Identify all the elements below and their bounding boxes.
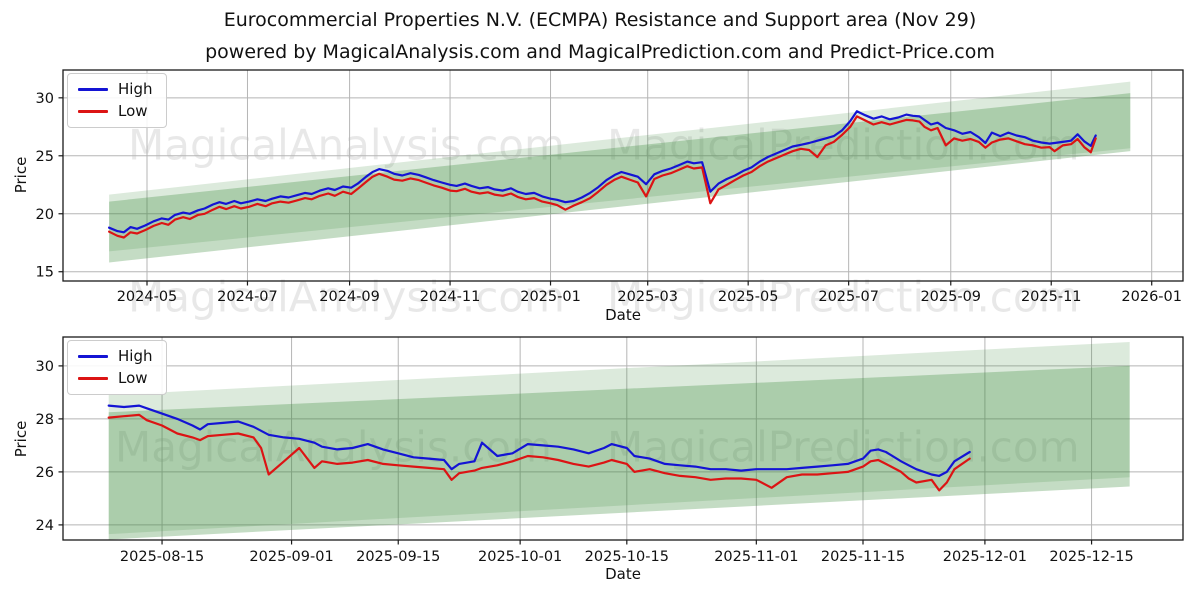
y-tick-label: 20 (36, 207, 54, 223)
bottom-chart-spines (62, 336, 1184, 541)
y-tick-label: 30 (36, 91, 54, 107)
x-tick-label: 2024-07 (217, 289, 278, 305)
x-tick-label: 2024-11 (420, 289, 481, 305)
x-tick-label: 2025-05 (718, 289, 779, 305)
y-tick-label: 30 (36, 359, 54, 375)
x-tick-label: 2025-10-15 (585, 549, 669, 565)
top-chart-axis-ticks: 2024-05 2024-07 2024-09 2024-11 2025-01 2025-… (36, 91, 1182, 305)
support-band (108, 365, 1130, 540)
x-tick-label: 2025-07 (818, 289, 879, 305)
high-line-swatch (78, 88, 108, 91)
low-line-swatch (78, 377, 108, 380)
x-tick-label: 2025-09-15 (356, 549, 440, 565)
high-line (107, 110, 1097, 234)
x-axis-label-top: Date (605, 306, 641, 324)
x-tick-label: 2025-11 (1021, 289, 1082, 305)
legend-label-low: Low (118, 369, 148, 387)
x-tick-label: 2025-11-15 (821, 549, 905, 565)
low-line (107, 115, 1097, 239)
low-line (107, 413, 971, 492)
top-chart: 2024-05 2024-07 2024-09 2024-11 2025-01 2025-… (36, 69, 1184, 305)
high-line-swatch (78, 355, 108, 358)
y-tick-label: 26 (36, 465, 54, 481)
legend-label-low: Low (118, 102, 148, 120)
bottom-chart-grid (63, 337, 1183, 540)
chart-subtitle: powered by MagicalAnalysis.com and Magic… (205, 41, 995, 63)
x-tick-label: 2026-01 (1121, 289, 1182, 305)
x-tick-label: 2025-12-15 (1049, 549, 1133, 565)
legend-top-chart: High Low (67, 73, 168, 128)
x-tick-label: 2025-11-01 (714, 549, 798, 565)
legend-label-high: High (118, 347, 153, 365)
x-tick-label: 2025-01 (520, 289, 581, 305)
top-chart-spines (62, 69, 1184, 282)
x-tick-label: 2025-12-01 (943, 549, 1027, 565)
top-chart-grid (63, 70, 1183, 281)
x-tick-label: 2025-03 (617, 289, 678, 305)
legend-item-high: High (78, 82, 152, 97)
bottom-chart-axis-ticks: 2025-08-15 2025-09-01 2025-09-15 2025-10-01… (36, 359, 1134, 565)
high-line (107, 404, 971, 477)
y-tick-label: 15 (36, 265, 54, 281)
y-tick-label: 25 (36, 149, 54, 165)
low-line-swatch (78, 110, 108, 113)
x-tick-label: 2024-09 (319, 289, 380, 305)
y-tick-label: 24 (36, 518, 54, 534)
legend-item-low: Low (78, 371, 152, 386)
legend-item-low: Low (78, 104, 152, 119)
x-tick-label: 2025-10-01 (478, 549, 562, 565)
x-tick-label: 2025-08-15 (120, 549, 204, 565)
x-tick-label: 2024-05 (117, 289, 178, 305)
bottom-chart-bands (108, 342, 1130, 540)
y-tick-label: 28 (36, 412, 54, 428)
legend-bottom-chart: High Low (67, 340, 168, 395)
bottom-chart: 2025-08-15 2025-09-01 2025-09-15 2025-10-01… (36, 336, 1184, 565)
chart-title: Eurocommercial Properties N.V. (ECMPA) R… (223, 9, 977, 31)
x-tick-label: 2025-09-01 (249, 549, 333, 565)
legend-label-high: High (118, 80, 153, 98)
legend-item-high: High (78, 349, 152, 364)
resistance-band (108, 342, 1130, 535)
x-axis-label-bottom: Date (605, 565, 641, 583)
x-tick-label: 2025-09 (920, 289, 981, 305)
